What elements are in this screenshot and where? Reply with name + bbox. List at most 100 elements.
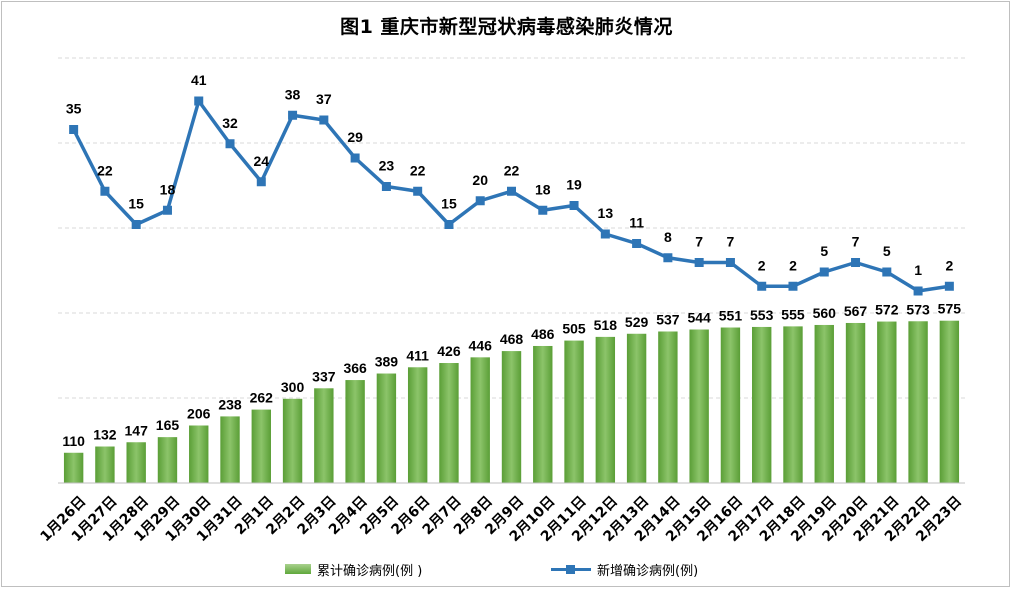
line-value-label: 23 bbox=[379, 158, 395, 174]
line-point-marker bbox=[256, 177, 266, 187]
bar-value-label: 446 bbox=[469, 337, 493, 353]
bar-cumulative bbox=[626, 333, 647, 483]
line-point-marker bbox=[350, 153, 360, 163]
bar-cumulative bbox=[752, 326, 772, 483]
line-point-marker bbox=[319, 115, 329, 125]
bar-cumulative bbox=[845, 322, 866, 483]
bar-value-label: 560 bbox=[813, 305, 837, 321]
bar-value-label: 567 bbox=[844, 303, 868, 319]
line-point-marker bbox=[69, 125, 79, 134]
bar-cumulative bbox=[564, 340, 584, 483]
line-value-label: 5 bbox=[883, 243, 891, 259]
line-point-marker bbox=[381, 182, 391, 191]
line-point-marker bbox=[694, 258, 704, 267]
line-value-label: 18 bbox=[160, 181, 176, 197]
line-point-marker bbox=[444, 220, 454, 229]
line-point-marker bbox=[913, 286, 923, 296]
bar-cumulative bbox=[595, 336, 616, 483]
bar-value-label: 572 bbox=[875, 302, 899, 318]
bar-cumulative bbox=[189, 425, 209, 483]
legend-bar-swatch bbox=[285, 564, 311, 574]
line-new-cases bbox=[72, 99, 950, 293]
bar-cumulative bbox=[939, 320, 960, 483]
line-point-marker bbox=[725, 258, 735, 267]
line-point-marker bbox=[538, 205, 548, 215]
bar-value-label: 553 bbox=[750, 307, 774, 323]
bar-value-label: 147 bbox=[125, 422, 149, 438]
line-value-label: 38 bbox=[285, 86, 301, 102]
bar-cumulative bbox=[439, 363, 459, 483]
bar-cumulative bbox=[877, 321, 897, 483]
bar-cumulative bbox=[157, 437, 178, 483]
bar-cumulative bbox=[470, 357, 490, 483]
line-value-label: 18 bbox=[535, 181, 551, 197]
bar-value-label: 529 bbox=[625, 314, 649, 330]
legend-line-swatch bbox=[551, 563, 591, 575]
line-point-marker bbox=[162, 205, 172, 215]
line-value-label: 37 bbox=[316, 91, 332, 107]
new-cases-line bbox=[69, 96, 954, 296]
bar-cumulative bbox=[95, 446, 115, 483]
bar-value-label: 573 bbox=[906, 301, 930, 317]
bar-value-label: 165 bbox=[156, 417, 180, 433]
bar-cumulative bbox=[282, 398, 303, 483]
bar-value-label: 518 bbox=[594, 317, 618, 333]
bar-cumulative bbox=[220, 416, 240, 483]
legend-item-cumulative: 累计确诊病例(例 ) bbox=[285, 558, 422, 580]
line-point-marker bbox=[819, 267, 829, 277]
bar-value-label: 551 bbox=[719, 308, 743, 324]
line-point-marker bbox=[131, 220, 141, 229]
line-value-label: 22 bbox=[504, 162, 520, 178]
bar-value-label: 262 bbox=[250, 390, 274, 406]
line-point-marker bbox=[882, 267, 892, 277]
bar-cumulative bbox=[658, 331, 678, 483]
bar-cumulative bbox=[314, 388, 334, 483]
line-point-marker bbox=[944, 281, 954, 291]
line-value-label: 13 bbox=[598, 205, 614, 221]
bar-cumulative bbox=[720, 327, 741, 483]
line-value-label: 19 bbox=[566, 177, 582, 193]
line-value-label: 2 bbox=[789, 257, 797, 273]
line-value-label: 11 bbox=[629, 215, 644, 231]
bar-cumulative bbox=[689, 329, 709, 483]
line-point-marker bbox=[288, 110, 298, 120]
line-point-marker bbox=[413, 186, 423, 196]
line-value-label: 24 bbox=[254, 153, 270, 169]
line-value-label: 29 bbox=[347, 129, 363, 145]
bar-cumulative bbox=[908, 321, 928, 483]
line-point-marker bbox=[475, 196, 485, 206]
legend-item-new: 新增确诊病例(例) bbox=[551, 558, 698, 580]
legend-cumulative-label: 累计确诊病例(例 ) bbox=[317, 563, 423, 579]
bar-cumulative bbox=[345, 380, 365, 483]
bar-cumulative bbox=[126, 442, 146, 483]
line-point-marker bbox=[788, 281, 798, 291]
legend-new-label: 新增确诊病例(例) bbox=[597, 563, 699, 579]
bar-cumulative bbox=[783, 326, 803, 483]
bar-value-label: 389 bbox=[375, 354, 399, 370]
bar-value-label: 575 bbox=[938, 301, 962, 317]
line-value-label: 15 bbox=[441, 196, 457, 212]
bar-value-label: 238 bbox=[218, 396, 242, 412]
bar-value-label: 486 bbox=[531, 326, 555, 342]
line-point-marker bbox=[851, 258, 861, 267]
bar-value-label: 132 bbox=[93, 427, 117, 443]
line-value-label: 20 bbox=[472, 172, 488, 188]
bar-cumulative bbox=[407, 367, 428, 483]
chart-title: 图1 重庆市新型冠状病毒感染肺炎情况 bbox=[340, 16, 673, 38]
line-point-marker bbox=[100, 186, 110, 196]
line-value-label: 32 bbox=[222, 115, 238, 131]
line-value-label: 15 bbox=[128, 196, 144, 212]
line-value-label: 7 bbox=[852, 234, 860, 250]
bar-value-label: 426 bbox=[437, 343, 461, 359]
bar-value-label: 110 bbox=[62, 433, 85, 449]
line-value-label: 1 bbox=[914, 262, 922, 278]
bar-cumulative bbox=[63, 452, 84, 483]
bar-value-label: 544 bbox=[687, 310, 711, 326]
bar-value-label: 505 bbox=[562, 321, 586, 337]
bar-value-label: 366 bbox=[343, 360, 367, 376]
line-value-label: 2 bbox=[758, 257, 766, 273]
bar-value-label: 337 bbox=[312, 368, 336, 384]
